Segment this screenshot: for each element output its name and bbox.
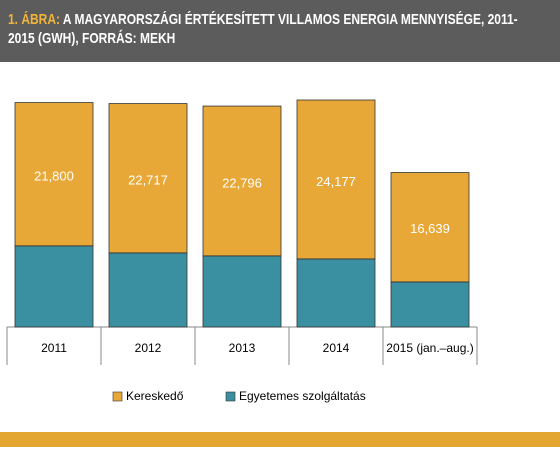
footer-bar <box>0 432 560 447</box>
bar-segment <box>390 172 470 283</box>
bar-segment <box>108 103 188 254</box>
x-tick-label: 2014 <box>323 341 350 355</box>
value-label: 22,717 <box>128 173 168 188</box>
title-text: A MAGYARORSZÁGI ÉRTÉKESÍTETT VILLAMOS EN… <box>8 11 518 47</box>
value-label: 24,177 <box>316 174 356 189</box>
bar-segment <box>202 255 282 328</box>
x-tick-label: 2011 <box>41 341 67 355</box>
bar-segment <box>296 258 376 328</box>
x-tick-label: 2012 <box>135 341 162 355</box>
value-label: 16,639 <box>410 221 450 236</box>
bar-segment <box>14 102 94 247</box>
legend-label: Kereskedő <box>126 389 184 403</box>
bar-segment <box>108 252 188 328</box>
value-label: 21,800 <box>34 168 74 183</box>
header: 1. ÁBRA: A MAGYARORSZÁGI ÉRTÉKESÍTETT VI… <box>0 0 560 62</box>
bar-segment <box>14 245 94 328</box>
bar-segment <box>296 99 376 260</box>
x-tick-label: 2013 <box>229 341 256 355</box>
legend-swatch <box>112 391 123 402</box>
bar-segment <box>390 281 470 328</box>
x-tick-label: 2015 (jan.–aug.) <box>386 341 473 355</box>
legend-swatch <box>225 391 236 402</box>
title-label: 1. ÁBRA: <box>8 11 61 28</box>
legend-label: Egyetemes szolgáltatás <box>239 389 366 403</box>
bar-segment <box>202 105 282 257</box>
value-label: 22,796 <box>222 175 262 190</box>
chart-title: 1. ÁBRA: A MAGYARORSZÁGI ÉRTÉKESÍTETT VI… <box>8 10 520 48</box>
